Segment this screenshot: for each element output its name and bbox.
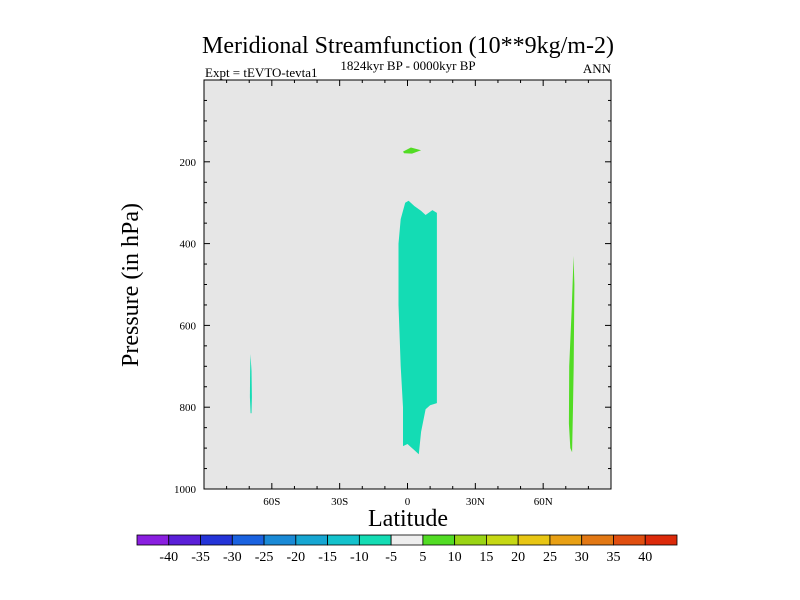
colorbar-swatch [454, 534, 487, 546]
x-tick-label: 60S [263, 496, 280, 508]
colorbar-swatch [295, 534, 328, 546]
colorbar-swatch [581, 534, 614, 546]
colorbar-swatch [517, 534, 551, 546]
cell-teal-central [398, 200, 437, 455]
contour-regions [249, 147, 575, 455]
cell-teal-south [249, 354, 252, 414]
colorbar-swatch [613, 534, 646, 546]
colorbar-label: 30 [575, 550, 589, 565]
colorbar-label: 25 [543, 550, 557, 565]
x-tick-label: 30N [466, 496, 485, 508]
cell-green-upper [403, 147, 422, 154]
y-tick-label: 1000 [174, 484, 197, 496]
colorbar-swatch [486, 534, 519, 546]
colorbar-label: -40 [159, 550, 178, 565]
colorbar-label: 20 [511, 550, 525, 565]
colorbar-swatch [200, 534, 233, 546]
colorbar-label: -5 [385, 550, 397, 565]
y-axis-label: Pressure (in hPa) [118, 203, 144, 367]
colorbar-swatch [390, 534, 424, 546]
colorbar-label: -15 [318, 550, 337, 565]
colorbar-swatch [549, 534, 583, 546]
colorbar-label: -25 [255, 550, 274, 565]
cell-green-north [568, 255, 575, 453]
colorbar-swatch [358, 534, 392, 546]
colorbar-swatch [422, 534, 456, 546]
colorbar-label: -10 [350, 550, 369, 565]
colorbar-swatch [168, 534, 201, 546]
colorbar-swatch [263, 534, 297, 546]
x-tick-label: 0 [405, 496, 411, 508]
chart-title: Meridional Streamfunction (10**9kg/m-2) [202, 33, 614, 59]
y-tick-label: 400 [180, 239, 197, 251]
colorbar-swatch [644, 534, 678, 546]
y-tick-label: 800 [180, 402, 197, 414]
period-label: 1824kyr BP - 0000kyr BP [340, 58, 475, 73]
colorbar-label: 15 [479, 550, 493, 565]
colorbar-label: 10 [448, 550, 462, 565]
y-tick-label: 600 [180, 320, 197, 332]
season-label: ANN [583, 61, 612, 76]
colorbar-label: -20 [286, 550, 305, 565]
x-tick-label: 30S [331, 496, 348, 508]
experiment-label: Expt = tEVTO-tevta1 [205, 65, 318, 80]
colorbar-swatch [327, 534, 360, 546]
colorbar-label: 5 [419, 550, 426, 565]
x-tick-label: 60N [534, 496, 553, 508]
colorbar-swatch [231, 534, 265, 546]
colorbar-label: 40 [638, 550, 652, 565]
colorbar: -40 -35 -30 -25 -20 -15 -10 -5 5 10 15 20 25 30 35 40 [136, 534, 678, 565]
y-tick-label: 200 [180, 157, 197, 169]
colorbar-label: -30 [223, 550, 242, 565]
x-axis-ticks: 60S 30S 0 30N 60N [203, 80, 612, 508]
x-axis-label: Latitude [368, 506, 448, 532]
colorbar-label: 35 [606, 550, 620, 565]
colorbar-label: -35 [191, 550, 210, 565]
y-axis-ticks: 200 400 600 800 1000 [174, 79, 611, 496]
colorbar-swatch [136, 534, 170, 546]
